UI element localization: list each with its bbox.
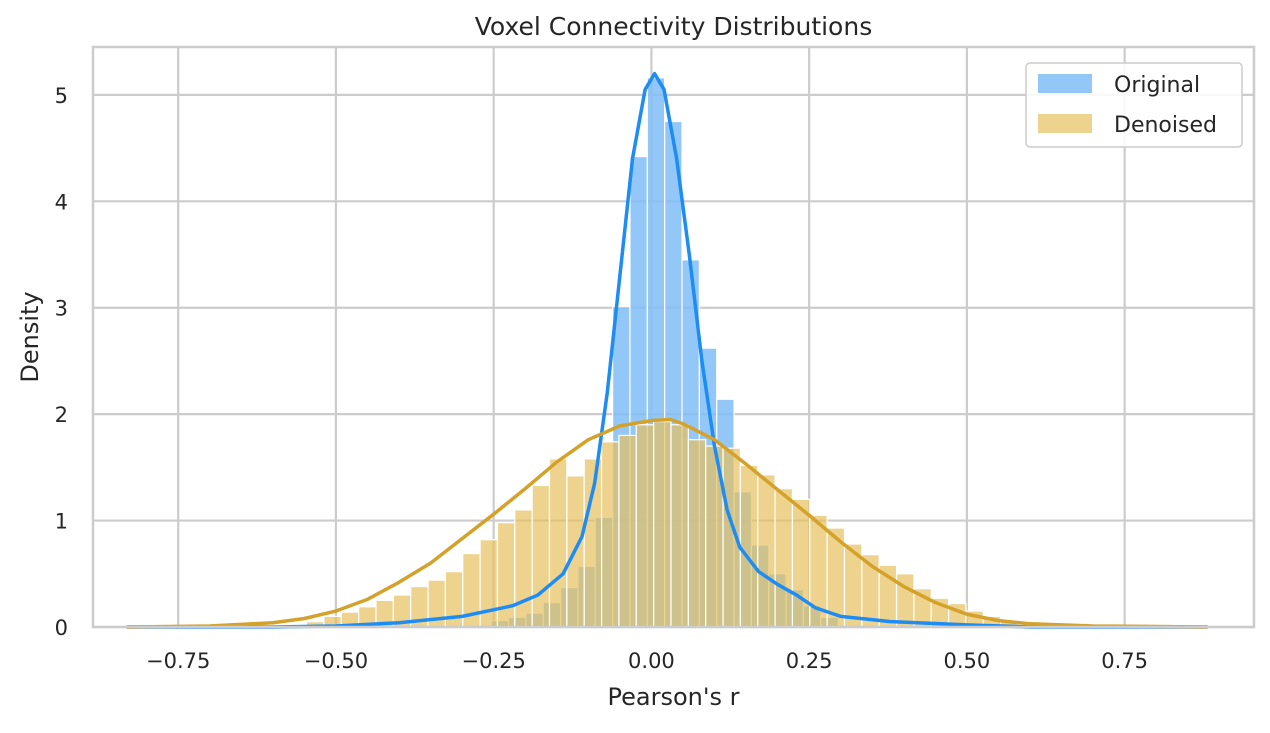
x-axis-label: Pearson's r <box>608 683 740 711</box>
histogram-bars <box>305 77 1019 628</box>
bar-denoised <box>757 474 776 628</box>
x-tick-label: 0.75 <box>1101 649 1148 673</box>
bar-denoised <box>600 441 620 628</box>
legend-swatch-original <box>1038 74 1092 93</box>
bar-denoised <box>739 464 759 628</box>
bar-denoised <box>548 458 568 628</box>
bar-denoised <box>479 539 499 628</box>
bar-denoised <box>531 484 551 628</box>
bar-denoised <box>791 498 811 628</box>
x-tick-label: −0.25 <box>461 649 525 673</box>
bar-denoised <box>618 434 637 628</box>
legend: Original Denoised <box>1025 62 1243 148</box>
kde-curves <box>125 71 1209 629</box>
legend-label-original: Original <box>1114 73 1200 98</box>
y-tick-label: 1 <box>55 510 68 534</box>
y-tick-label: 5 <box>55 84 68 108</box>
bar-denoised <box>653 421 672 628</box>
x-tick-label: −0.75 <box>146 649 210 673</box>
x-tick-label: 0.25 <box>786 649 833 673</box>
y-axis-label: Density <box>16 291 44 382</box>
chart-title: Voxel Connectivity Distributions <box>475 12 872 41</box>
bar-denoised <box>514 509 533 628</box>
y-tick-labels: 0 1 2 3 4 5 <box>55 84 68 640</box>
x-tick-label: −0.50 <box>304 649 368 673</box>
bar-denoised <box>670 424 689 628</box>
bar-denoised <box>687 439 707 628</box>
y-tick-label: 2 <box>55 403 68 427</box>
legend-swatch-denoised <box>1038 114 1092 133</box>
y-tick-label: 4 <box>55 190 68 214</box>
legend-label-denoised: Denoised <box>1114 113 1217 138</box>
y-tick-label: 3 <box>55 297 68 321</box>
kde-line-denoised <box>125 417 1209 629</box>
bar-denoised <box>635 424 655 628</box>
kde-line-original <box>125 71 1209 629</box>
y-tick-label: 0 <box>55 616 68 640</box>
x-tick-label: 0.50 <box>944 649 991 673</box>
x-tick-label: 0.00 <box>628 649 675 673</box>
bar-denoised <box>496 522 516 628</box>
plot-frame <box>91 45 1256 629</box>
x-tick-labels: −0.75 −0.50 −0.25 0.00 0.25 0.50 0.75 <box>146 649 1148 673</box>
bar-denoised <box>774 488 794 628</box>
